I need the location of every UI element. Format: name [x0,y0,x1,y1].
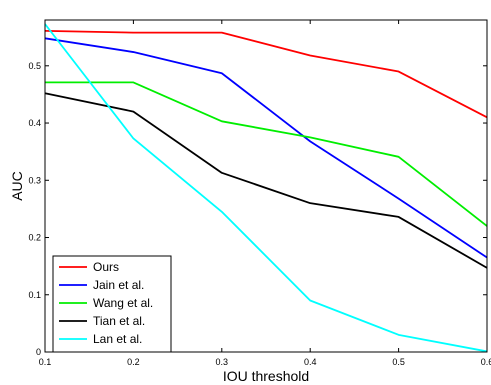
legend-box [52,255,172,353]
series-layer [44,23,488,353]
y-tick-label: 0.4 [28,118,41,128]
x-tick-label: 0.4 [304,357,317,367]
x-axis-title: IOU threshold [223,368,309,384]
legend-label-4: Lan et al. [93,332,142,346]
series-line-1 [44,37,488,259]
x-tick-label: 0.1 [39,357,52,367]
legend-label-2: Wang et al. [93,296,153,310]
y-tick-label: 0.1 [28,290,41,300]
y-tick-label: 0 [36,347,41,357]
legend: Ours Jain et al. Wang et al. Tian et al. Lan… [52,255,172,353]
series-line-0 [44,29,488,119]
series-line-3 [44,92,488,269]
legend-label-0: Ours [93,260,119,274]
y-axis-title: AUC [9,171,25,201]
series-line-4 [44,23,488,353]
legend-label-3: Tian et al. [93,314,145,328]
x-tick-label: 0.5 [392,357,405,367]
y-tick-label: 0.5 [28,61,41,71]
legend-label-1: Jain et al. [93,278,144,292]
plot-frame [44,19,488,353]
x-tick-label: 0.3 [216,357,229,367]
y-tick-label: 0.3 [28,175,41,185]
y-tick-label: 0.2 [28,233,41,243]
x-tick-label: 0.6 [481,357,491,367]
x-tick-label: 0.2 [127,357,140,367]
series-line-2 [45,81,488,227]
